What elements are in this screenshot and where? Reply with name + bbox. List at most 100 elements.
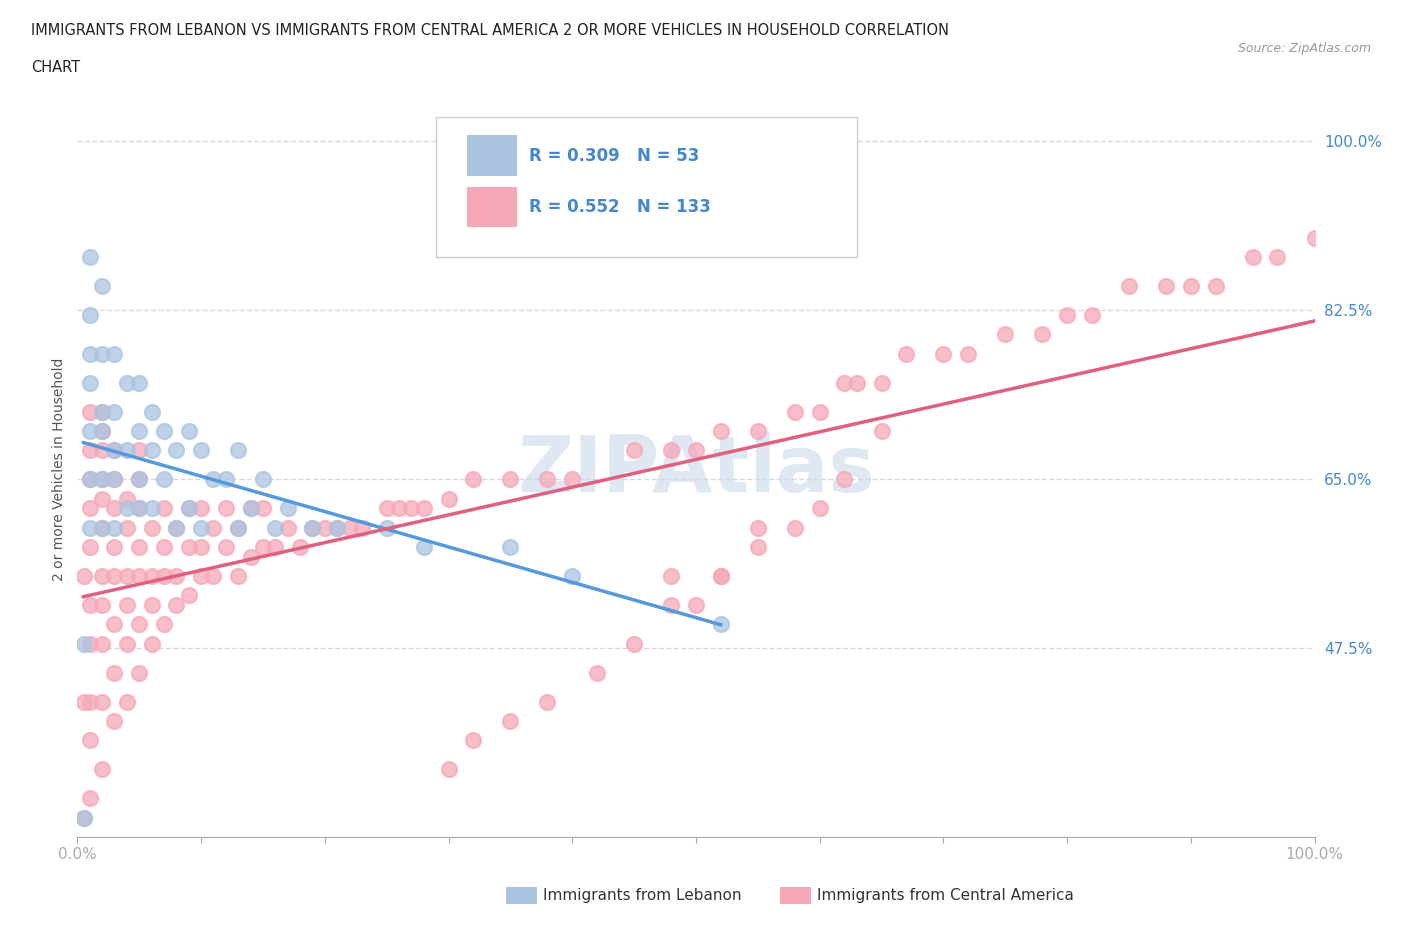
Point [177, 501, 200, 516]
Point [128, 423, 150, 438]
Point [375, 520, 398, 535]
Point [783, 405, 806, 419]
Point [165, 568, 187, 583]
Point [845, 375, 868, 390]
Point [561, 472, 583, 486]
Point [710, 423, 733, 438]
Point [1241, 249, 1264, 264]
Point [252, 539, 274, 554]
Point [685, 598, 707, 613]
Point [561, 568, 583, 583]
Text: CHART: CHART [31, 60, 80, 75]
Y-axis label: 2 or more Vehicles in Household: 2 or more Vehicles in Household [52, 358, 66, 581]
Point [412, 501, 434, 516]
Point [932, 346, 955, 361]
Bar [467, 187, 516, 227]
Point [79, 443, 101, 458]
Point [202, 568, 225, 583]
Text: Immigrants from Central America: Immigrants from Central America [817, 888, 1074, 903]
Point [165, 598, 187, 613]
Point [834, 375, 856, 390]
Point [115, 598, 138, 613]
Point [177, 423, 200, 438]
Point [264, 539, 287, 554]
Point [239, 501, 262, 516]
Point [623, 636, 645, 651]
Point [103, 472, 125, 486]
Point [339, 520, 361, 535]
Text: IMMIGRANTS FROM LEBANON VS IMMIGRANTS FROM CENTRAL AMERICA 2 OR MORE VEHICLES IN: IMMIGRANTS FROM LEBANON VS IMMIGRANTS FR… [31, 23, 949, 38]
Point [153, 617, 176, 631]
Point [536, 472, 558, 486]
FancyBboxPatch shape [436, 117, 856, 257]
Point [190, 539, 212, 554]
Point [79, 423, 101, 438]
Point [252, 472, 274, 486]
Point [79, 375, 101, 390]
Point [141, 636, 163, 651]
Point [115, 694, 138, 709]
Point [91, 636, 114, 651]
Point [128, 472, 150, 486]
Point [226, 520, 249, 535]
Point [870, 375, 893, 390]
Point [896, 346, 918, 361]
Point [91, 520, 114, 535]
Point [226, 568, 249, 583]
Point [103, 443, 125, 458]
Point [350, 520, 373, 535]
Point [165, 443, 187, 458]
Point [91, 520, 114, 535]
Point [103, 713, 125, 728]
Point [115, 520, 138, 535]
Point [141, 598, 163, 613]
Point [499, 539, 522, 554]
Point [536, 694, 558, 709]
Point [1303, 231, 1326, 246]
Point [870, 423, 893, 438]
Point [177, 501, 200, 516]
Point [72, 810, 94, 825]
Point [288, 539, 311, 554]
Point [202, 472, 225, 486]
Point [239, 550, 262, 565]
Point [783, 520, 806, 535]
Point [463, 733, 485, 748]
Point [412, 539, 434, 554]
Point [103, 539, 125, 554]
Point [141, 405, 163, 419]
Point [710, 568, 733, 583]
Point [79, 598, 101, 613]
Point [128, 501, 150, 516]
Point [79, 520, 101, 535]
Point [202, 520, 225, 535]
Point [190, 443, 212, 458]
Point [91, 472, 114, 486]
Point [91, 598, 114, 613]
Point [1031, 326, 1053, 341]
Point [79, 790, 101, 805]
Point [128, 665, 150, 680]
Point [128, 375, 150, 390]
Point [153, 568, 176, 583]
Point [72, 810, 94, 825]
Point [463, 472, 485, 486]
Point [1180, 279, 1202, 294]
Point [103, 568, 125, 583]
Point [165, 520, 187, 535]
Point [177, 588, 200, 603]
Point [685, 443, 707, 458]
Point [499, 472, 522, 486]
Text: ZIPAtlas: ZIPAtlas [517, 432, 875, 508]
Point [128, 539, 150, 554]
Point [437, 762, 460, 777]
Point [659, 568, 682, 583]
Point [153, 472, 176, 486]
Point [190, 568, 212, 583]
Point [153, 539, 176, 554]
Point [141, 501, 163, 516]
Point [79, 539, 101, 554]
Point [128, 443, 150, 458]
Point [499, 713, 522, 728]
Point [808, 405, 831, 419]
